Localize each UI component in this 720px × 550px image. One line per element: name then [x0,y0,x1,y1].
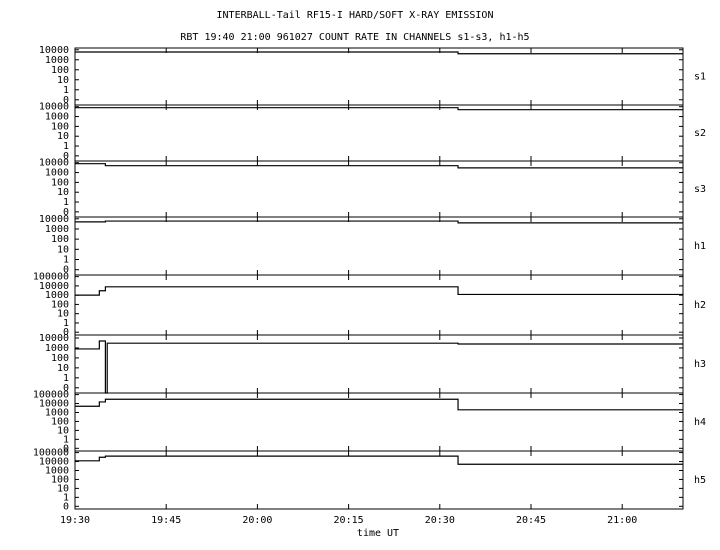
y-tick-label: 100000 [33,390,69,401]
data-line [75,163,683,169]
panel-label: s3 [694,184,706,195]
panel-label: s2 [694,128,706,139]
panel-frame [74,274,684,336]
panel-label: h1 [694,241,706,252]
chart-title: INTERBALL-Tail RF15-I HARD/SOFT X-RAY EM… [217,10,494,21]
y-tick-label: 0 [63,501,69,512]
y-tick-label: 100 [51,177,69,188]
y-tick-label: 1000 [45,290,69,301]
y-tick-label: 100000 [33,448,69,459]
y-tick-label: 10 [57,187,69,198]
y-tick-label: 10 [57,425,69,436]
y-tick-label: 10 [57,309,69,320]
y-tick-label: 10000 [39,158,69,169]
y-tick-label: 0 [63,95,69,106]
y-tick-label: 1 [63,492,69,503]
y-tick-label: 10000 [39,281,69,292]
data-line [75,286,683,296]
y-tick-label: 1000 [45,55,69,66]
panel-label: h2 [694,300,706,311]
y-tick-label: 10000 [39,457,69,468]
x-tick-label: 19:30 [60,515,90,526]
x-tick-label: 21:00 [607,515,637,526]
x-tick-label: 20:00 [242,515,272,526]
panel-frame [74,104,684,162]
y-tick-label: 100 [51,65,69,76]
x-tick-label: 20:15 [334,515,364,526]
y-tick-label: 100 [51,416,69,427]
y-tick-label: 1 [63,434,69,445]
y-tick-label: 1 [63,373,69,384]
panel-frame [74,160,684,218]
data-line [75,398,683,411]
y-tick-label: 0 [63,151,69,162]
y-tick-label: 1000 [45,343,69,354]
x-tick-label: 20:45 [516,515,546,526]
chart-subtitle: RBT 19:40 21:00 961027 COUNT RATE IN CHA… [180,32,529,43]
y-tick-label: 10 [57,483,69,494]
y-tick-label: 1 [63,197,69,208]
y-tick-label: 10 [57,75,69,86]
data-line [75,51,683,55]
y-tick-label: 10000 [39,214,69,225]
y-tick-label: 1 [63,318,69,329]
y-tick-label: 10000 [39,399,69,410]
y-tick-label: 1000 [45,168,69,179]
panel-label: h4 [694,417,706,428]
y-tick-label: 0 [63,383,69,394]
y-tick-label: 1000 [45,407,69,418]
y-tick-label: 100 [51,299,69,310]
panel-frame [74,216,684,276]
y-tick-label: 0 [63,443,69,454]
y-tick-label: 10 [57,244,69,255]
y-tick-label: 100 [51,474,69,485]
y-tick-label: 10000 [39,333,69,344]
y-tick-label: 1 [63,141,69,152]
x-tick-label: 19:45 [151,515,181,526]
panel-label: h3 [694,359,706,370]
y-tick-label: 1000 [45,112,69,123]
panel-frame [74,450,684,510]
data-line [75,455,683,465]
y-tick-label: 100 [51,353,69,364]
panel-frame [74,392,684,452]
y-tick-label: 1 [63,255,69,266]
x-tick-label: 20:30 [425,515,455,526]
y-tick-label: 10000 [39,45,69,56]
y-tick-label: 100000 [33,272,69,283]
panel-frame [74,47,684,106]
y-tick-label: 100 [51,234,69,245]
y-tick-label: 1000 [45,224,69,235]
y-tick-label: 1 [63,85,69,96]
y-tick-label: 1000 [45,465,69,476]
y-tick-label: 10000 [39,102,69,113]
panel-label: s1 [694,72,706,83]
data-line [75,220,683,224]
y-tick-label: 100 [51,121,69,132]
y-tick-label: 10 [57,131,69,142]
y-tick-label: 0 [63,207,69,218]
y-tick-label: 0 [63,265,69,276]
data-line [75,340,683,394]
y-tick-label: 10 [57,363,69,374]
data-line [75,107,683,111]
x-axis-label: time UT [357,528,399,539]
y-tick-label: 0 [63,327,69,338]
panel-label: h5 [694,475,706,486]
